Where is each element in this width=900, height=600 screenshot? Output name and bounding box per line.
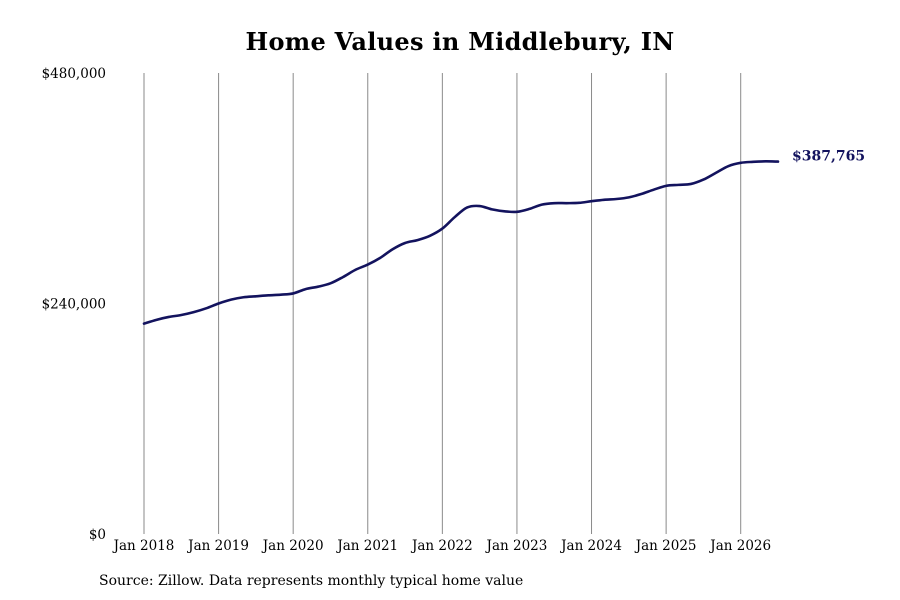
series-line-0 [142, 160, 780, 325]
x-tick-label: Jan 2026 [708, 538, 771, 554]
x-tick-label: Jan 2019 [186, 538, 249, 554]
x-tick-label: Jan 2023 [485, 538, 548, 554]
chart-title: Home Values in Middlebury, IN [245, 27, 675, 56]
x-tick-label: Jan 2021 [335, 538, 398, 554]
source-note: Source: Zillow. Data represents monthly … [99, 573, 524, 589]
x-tick-label: Jan 2025 [634, 538, 697, 554]
x-tick-label: Jan 2018 [112, 538, 175, 554]
x-tick-label: Jan 2022 [410, 538, 473, 554]
y-axis: $0 $240,000 $480,000 [42, 66, 106, 543]
x-tick-label: Jan 2020 [261, 538, 324, 554]
y-tick-label: $0 [89, 527, 106, 543]
x-axis: Jan 2018 Jan 2019 Jan 2020 Jan 2021 Jan 2022… [112, 538, 772, 554]
y-tick-label: $240,000 [42, 297, 106, 313]
series-group [142, 160, 780, 325]
end-value-label: $387,765 [792, 149, 865, 165]
y-tick-label: $480,000 [42, 66, 106, 82]
x-tick-label: Jan 2024 [559, 538, 622, 554]
gridlines [143, 73, 742, 534]
